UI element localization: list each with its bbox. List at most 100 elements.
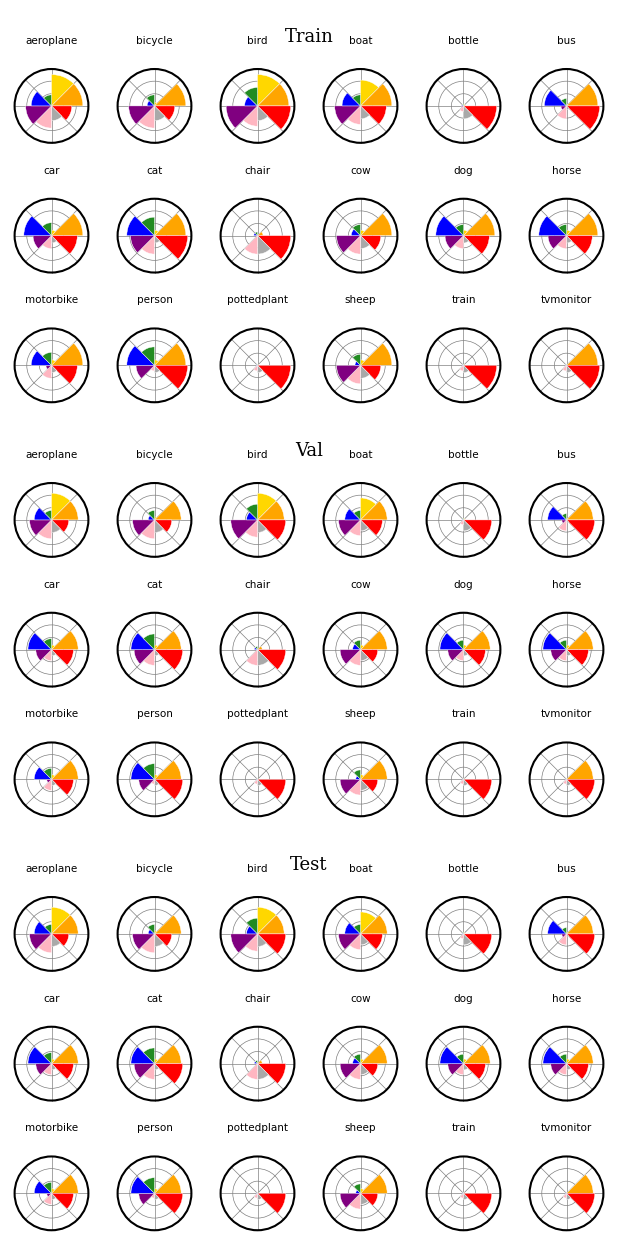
Wedge shape [143, 1177, 154, 1194]
Text: cow: cow [350, 994, 371, 1004]
Wedge shape [353, 354, 360, 365]
Wedge shape [258, 650, 269, 666]
Wedge shape [44, 1194, 51, 1205]
Wedge shape [51, 907, 70, 934]
Wedge shape [560, 1054, 567, 1063]
Wedge shape [567, 1063, 588, 1079]
Wedge shape [154, 1063, 159, 1069]
Wedge shape [258, 1194, 286, 1213]
Wedge shape [44, 1053, 51, 1063]
Wedge shape [356, 776, 360, 780]
Wedge shape [51, 650, 56, 656]
Text: sheep: sheep [345, 296, 376, 306]
Wedge shape [245, 934, 258, 951]
Wedge shape [464, 365, 468, 373]
Wedge shape [51, 365, 57, 373]
Wedge shape [354, 770, 360, 780]
Wedge shape [445, 236, 464, 248]
Text: aeroplane: aeroplane [25, 864, 78, 874]
Text: train: train [451, 709, 476, 719]
Wedge shape [51, 650, 74, 666]
Wedge shape [462, 106, 464, 107]
Wedge shape [353, 94, 360, 106]
Text: bus: bus [557, 36, 576, 46]
Wedge shape [464, 631, 490, 650]
Text: sheep: sheep [345, 709, 376, 719]
Wedge shape [139, 780, 154, 790]
Wedge shape [154, 343, 186, 365]
Text: aeroplane: aeroplane [25, 450, 78, 460]
Wedge shape [464, 520, 492, 540]
Text: horse: horse [552, 165, 581, 176]
Wedge shape [567, 1059, 570, 1063]
Wedge shape [151, 780, 154, 784]
Wedge shape [45, 510, 51, 520]
Wedge shape [440, 1047, 464, 1063]
Wedge shape [231, 520, 258, 539]
Wedge shape [30, 934, 51, 949]
Text: chair: chair [245, 580, 271, 590]
Wedge shape [567, 645, 570, 650]
Wedge shape [258, 646, 262, 650]
Wedge shape [340, 650, 360, 664]
Wedge shape [51, 775, 55, 780]
Wedge shape [154, 230, 158, 236]
Wedge shape [567, 365, 599, 389]
Wedge shape [356, 1190, 360, 1194]
Wedge shape [136, 365, 154, 379]
Wedge shape [132, 520, 154, 535]
Wedge shape [38, 934, 51, 953]
Wedge shape [154, 106, 175, 120]
Wedge shape [347, 236, 360, 255]
Wedge shape [567, 1063, 571, 1069]
Wedge shape [134, 650, 154, 664]
Wedge shape [567, 650, 588, 666]
Wedge shape [460, 780, 464, 784]
Wedge shape [154, 934, 163, 946]
Wedge shape [258, 907, 276, 934]
Wedge shape [567, 501, 593, 520]
Wedge shape [154, 520, 163, 533]
Text: car: car [43, 994, 60, 1004]
Wedge shape [567, 780, 595, 800]
Wedge shape [464, 106, 473, 119]
Wedge shape [151, 365, 154, 371]
Wedge shape [360, 915, 387, 934]
Wedge shape [258, 236, 271, 255]
Wedge shape [51, 493, 70, 520]
Wedge shape [154, 365, 188, 389]
Wedge shape [141, 934, 154, 953]
Wedge shape [448, 1063, 464, 1074]
Wedge shape [258, 915, 284, 934]
Wedge shape [457, 1054, 464, 1063]
Wedge shape [360, 631, 387, 650]
Wedge shape [567, 1175, 593, 1194]
Wedge shape [51, 236, 57, 243]
Wedge shape [51, 1059, 55, 1063]
Wedge shape [337, 236, 360, 252]
Text: bus: bus [557, 450, 576, 460]
Wedge shape [464, 1194, 468, 1200]
Wedge shape [464, 236, 489, 253]
Wedge shape [44, 638, 51, 650]
Wedge shape [154, 915, 181, 934]
Wedge shape [254, 780, 258, 784]
Text: cow: cow [350, 580, 371, 590]
Wedge shape [464, 1045, 490, 1063]
Wedge shape [557, 236, 567, 248]
Wedge shape [258, 1063, 286, 1083]
Wedge shape [360, 365, 370, 379]
Wedge shape [243, 106, 258, 127]
Wedge shape [44, 769, 51, 780]
Wedge shape [26, 106, 51, 124]
Wedge shape [255, 647, 258, 650]
Wedge shape [258, 501, 284, 520]
Wedge shape [464, 1063, 468, 1069]
Wedge shape [559, 225, 567, 236]
Text: train: train [451, 296, 476, 306]
Wedge shape [464, 365, 497, 389]
Text: person: person [137, 296, 172, 306]
Wedge shape [51, 1063, 56, 1069]
Wedge shape [567, 1194, 571, 1200]
Text: tvmonitor: tvmonitor [541, 709, 592, 719]
